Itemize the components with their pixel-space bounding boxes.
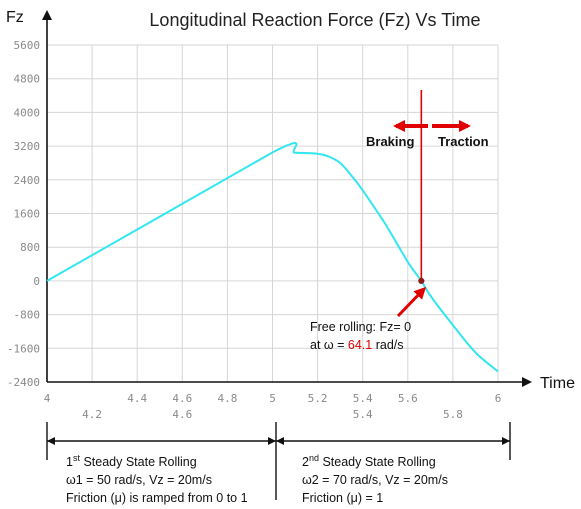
x-tick-label-lower-1: 4.6 xyxy=(172,408,192,421)
phase1-right-arrowhead xyxy=(268,437,276,445)
phase1-title-num: 1 xyxy=(66,455,73,469)
y-tick-labels: 5600 4800 4000 3200 2400 1600 800 0 -800 -1600 -24… xyxy=(7,39,40,389)
y-tick-label-5: 1600 xyxy=(14,208,41,221)
grid-lines xyxy=(47,44,499,383)
y-tick-label-3: 3200 xyxy=(14,140,41,153)
braking-label: Braking xyxy=(366,134,414,149)
traction-label: Traction xyxy=(438,134,489,149)
phase1-line3: Friction (μ) is ramped from 0 to 1 xyxy=(66,491,248,505)
free-rolling-line1: Free rolling: Fz= 0 xyxy=(310,320,411,334)
series-line-0 xyxy=(46,142,499,373)
phase2-right-arrowhead xyxy=(502,437,510,445)
x-tick-label-upper-1: 4.4 xyxy=(127,392,147,405)
free-rolling-line2: at ω = 64.1 rad/s xyxy=(310,338,404,352)
y-tick-label-6: 800 xyxy=(20,241,40,254)
y-tick-label-10: -2400 xyxy=(7,376,40,389)
phase1-left-arrowhead xyxy=(47,437,55,445)
x-tick-label-upper-0: 4 xyxy=(44,392,51,405)
x-tick-label-upper-4: 5 xyxy=(269,392,276,405)
x-tick-label-upper-5: 5.2 xyxy=(308,392,328,405)
phase1-title-rest: Steady State Rolling xyxy=(80,455,197,469)
y-tick-label-9: -1600 xyxy=(7,342,40,355)
free-rolling-pointer-arrow xyxy=(396,286,427,318)
y-tick-label-1: 4800 xyxy=(14,73,41,86)
y-axis-label: Fz xyxy=(6,9,24,26)
phase2-title-sup: nd xyxy=(309,453,319,463)
chart-title: Longitudinal Reaction Force (Fz) Vs Time xyxy=(149,10,480,30)
x-axis-label: Time xyxy=(540,375,575,392)
phase2-title-num: 2 xyxy=(302,455,309,469)
free-rolling-prefix: at ω = xyxy=(310,338,348,352)
phase2-title: 2nd Steady State Rolling xyxy=(302,453,436,469)
phase1-line2: ω1 = 50 rad/s, Vz = 20m/s xyxy=(66,473,212,487)
phase2-line2: ω2 = 70 rad/s, Vz = 20m/s xyxy=(302,473,448,487)
y-tick-label-0: 5600 xyxy=(14,39,41,52)
x-tick-label-upper-3: 4.8 xyxy=(217,392,237,405)
phase2-line3: Friction (μ) = 1 xyxy=(302,491,383,505)
x-tick-label-lower-3: 5.8 xyxy=(443,408,463,421)
zero-crossing-marker xyxy=(418,277,425,284)
x-tick-label-upper-7: 5.6 xyxy=(398,392,418,405)
y-tick-label-4: 2400 xyxy=(14,174,41,187)
x-tick-label-upper-8: 6 xyxy=(495,392,502,405)
x-tick-label-lower-0: 4.2 xyxy=(82,408,102,421)
series-group xyxy=(46,142,499,373)
y-tick-label-2: 4000 xyxy=(14,106,41,119)
free-rolling-value: 64.1 xyxy=(348,338,372,352)
x-tick-labels: 4 4.4 4.6 4.8 5 5.2 5.4 5.6 6 4.2 4.6 5.4 5.8 xyxy=(44,392,502,421)
y-tick-label-7: 0 xyxy=(33,275,40,288)
phase2-title-rest: Steady State Rolling xyxy=(319,455,436,469)
phase2-left-arrowhead xyxy=(276,437,284,445)
x-tick-label-lower-2: 5.4 xyxy=(353,408,373,421)
phase1-title-sup: st xyxy=(73,453,81,463)
y-tick-label-8: -800 xyxy=(14,309,41,322)
x-tick-label-upper-2: 4.6 xyxy=(172,392,192,405)
phase1-title: 1st Steady State Rolling xyxy=(66,453,197,469)
free-rolling-suffix: rad/s xyxy=(372,338,403,352)
x-tick-label-upper-6: 5.4 xyxy=(353,392,373,405)
